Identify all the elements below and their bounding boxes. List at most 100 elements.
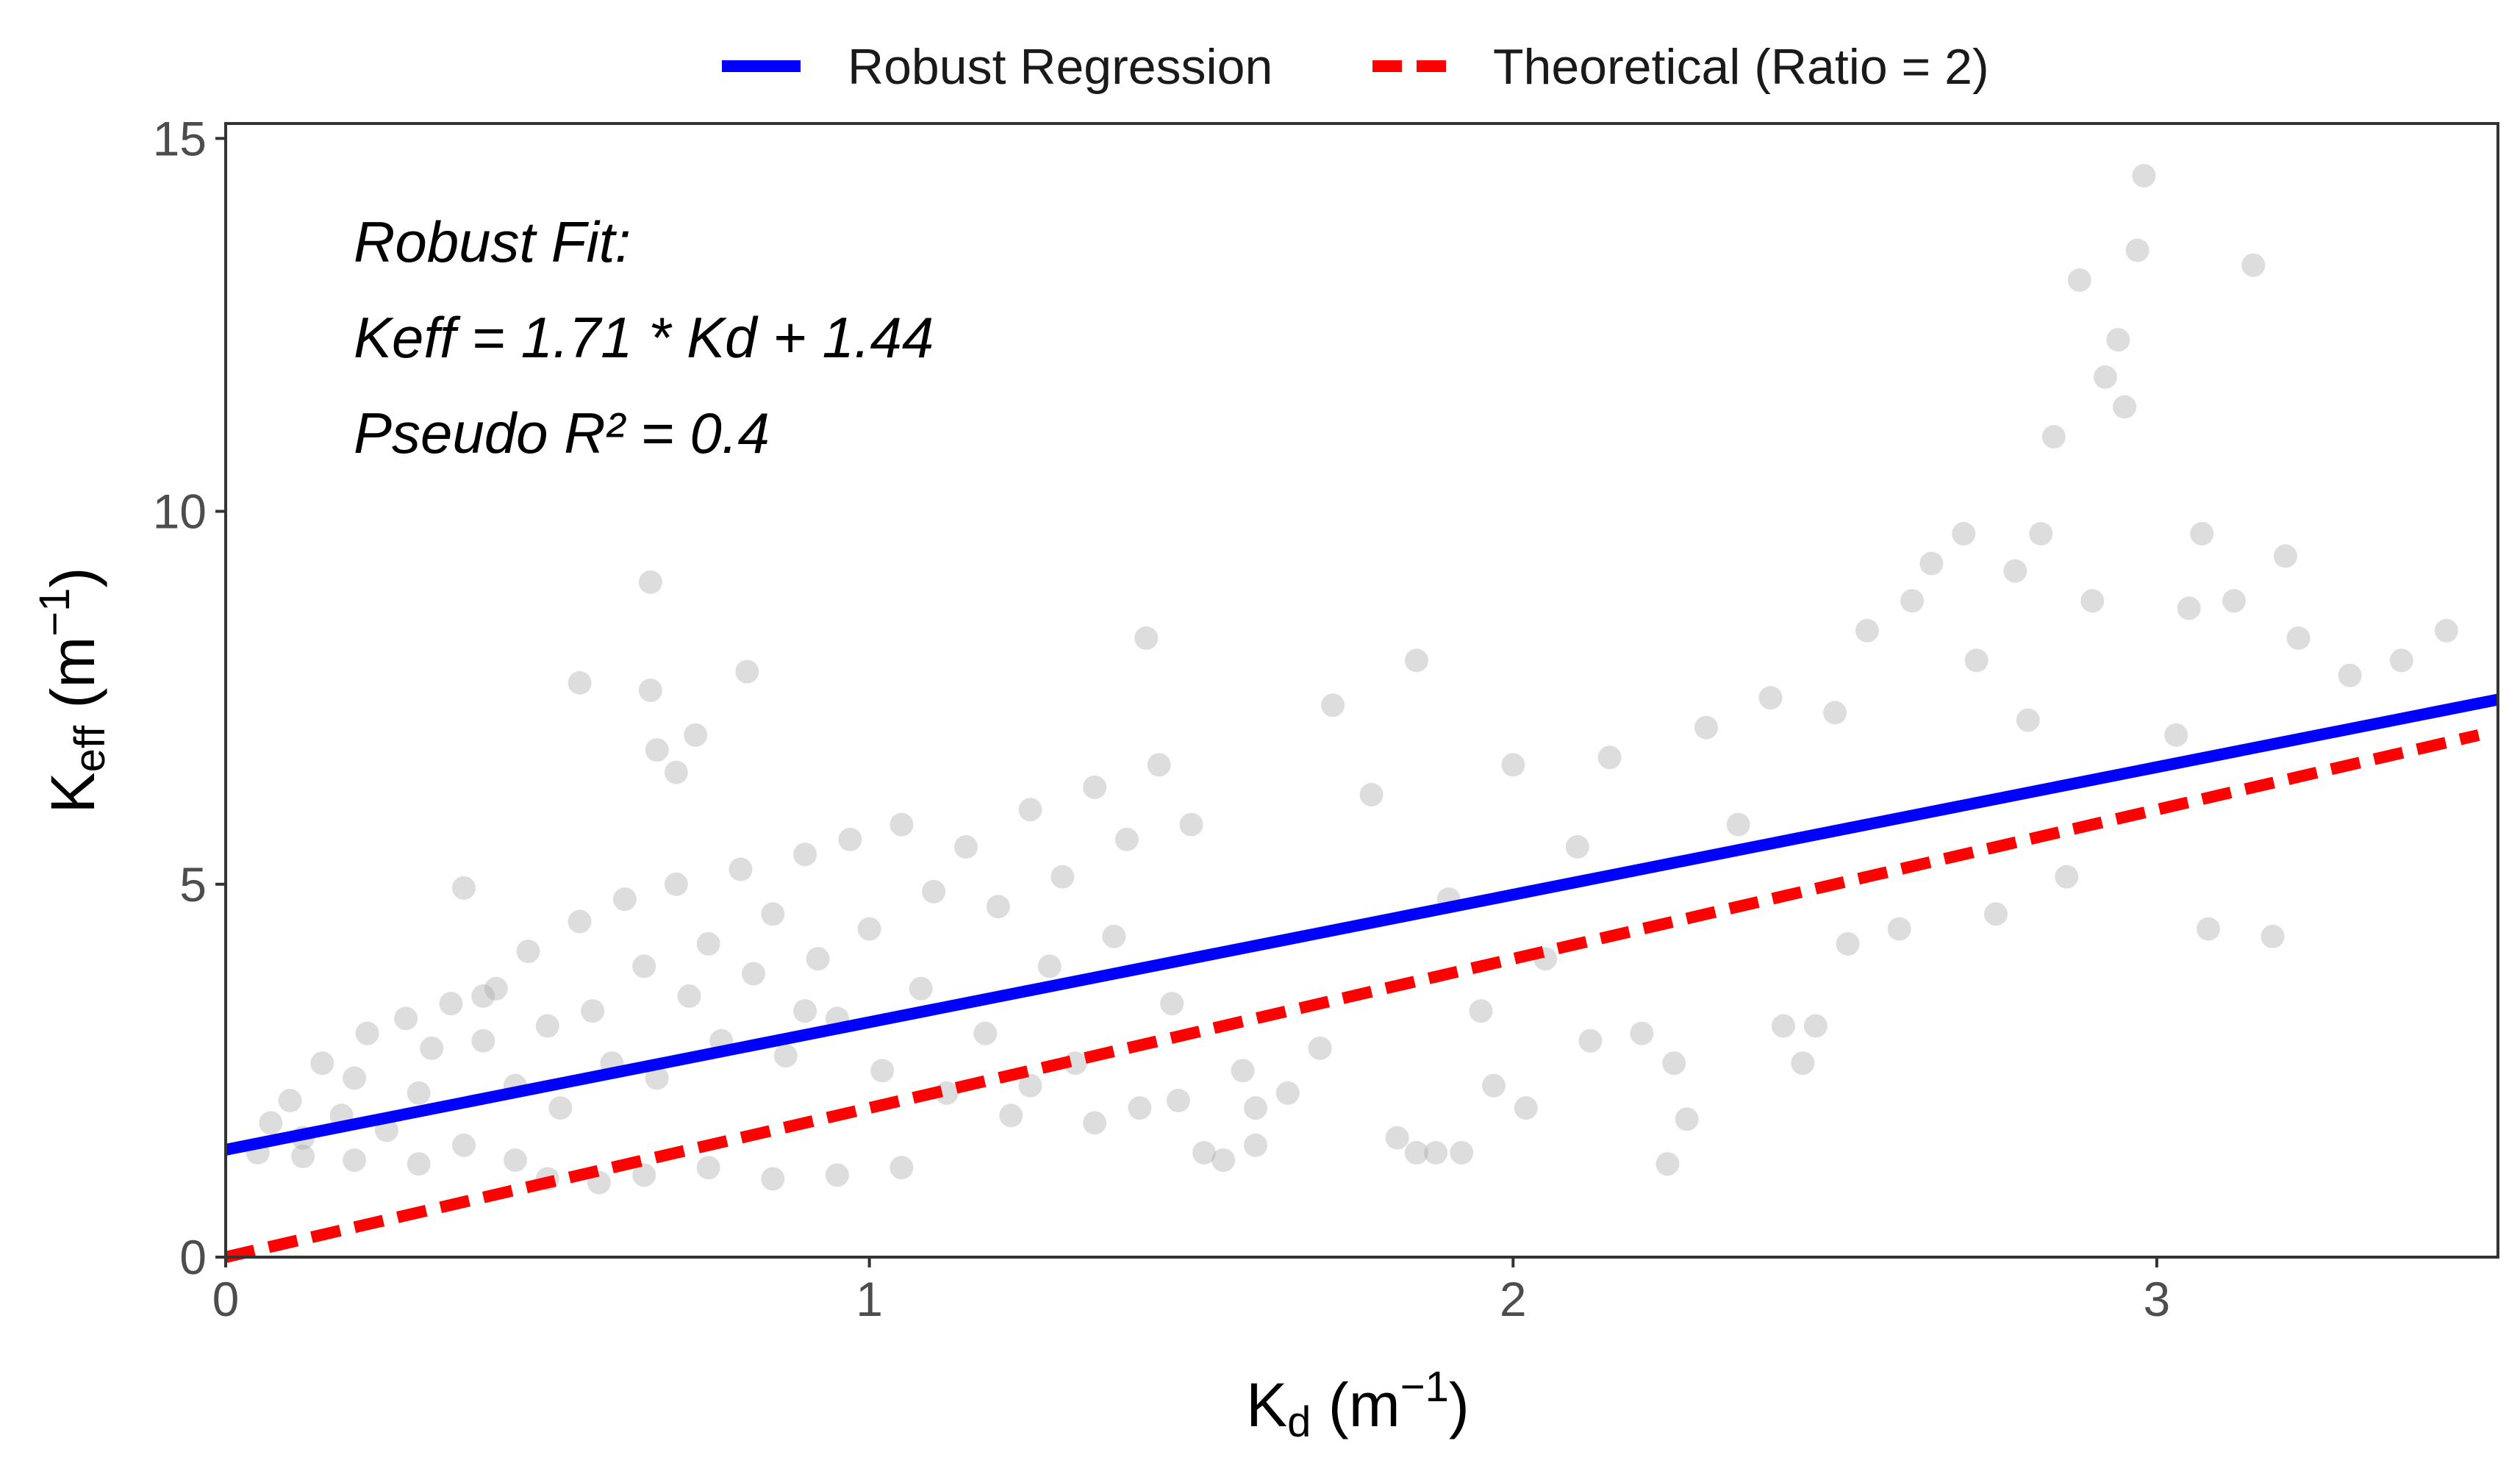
- data-point: [1275, 1081, 1300, 1105]
- data-point: [2055, 865, 2079, 889]
- data-point: [1192, 1141, 1216, 1164]
- data-point: [1385, 1126, 1409, 1150]
- data-point: [1102, 924, 1126, 948]
- data-point: [1662, 1051, 1686, 1076]
- data-point: [1887, 917, 1911, 941]
- data-point: [2164, 723, 2188, 747]
- data-point: [2067, 268, 2091, 292]
- data-point: [645, 1066, 669, 1090]
- data-point: [806, 947, 830, 971]
- legend: Robust Regression Theoretical (Ratio = 2…: [722, 39, 1989, 95]
- data-point: [1166, 1089, 1190, 1112]
- data-point: [452, 876, 476, 900]
- data-point: [729, 857, 753, 881]
- y-axis-title-superscript: −1: [31, 588, 79, 637]
- data-point: [2132, 164, 2156, 187]
- y-axis-title-main: K: [38, 772, 107, 813]
- data-point: [825, 1163, 849, 1187]
- data-point: [407, 1152, 431, 1176]
- data-point: [2261, 924, 2285, 948]
- data-point: [1694, 715, 1718, 740]
- data-point: [2041, 425, 2066, 449]
- data-point: [999, 1103, 1023, 1128]
- data-point: [2080, 589, 2105, 613]
- data-point: [2190, 522, 2214, 545]
- y-axis-title-close: ): [38, 568, 107, 588]
- data-point: [1772, 1014, 1795, 1038]
- data-point: [535, 1014, 559, 1038]
- data-point: [773, 1044, 798, 1068]
- data-point: [1179, 812, 1203, 837]
- legend-label-robust-regression: Robust Regression: [848, 39, 1272, 95]
- data-point: [638, 570, 662, 594]
- data-point: [439, 992, 463, 1016]
- data-point: [922, 879, 946, 904]
- data-point: [1823, 701, 1847, 725]
- y-axis-title-subscript: eff: [66, 725, 114, 772]
- data-point: [889, 1156, 914, 1180]
- x-axis-title-subscript: d: [1287, 1398, 1311, 1446]
- data-point: [1726, 812, 1750, 837]
- data-point: [696, 931, 720, 956]
- data-point: [2106, 328, 2130, 352]
- data-point: [793, 842, 817, 867]
- data-point: [2125, 238, 2149, 262]
- data-point: [1597, 745, 1622, 770]
- data-point: [471, 1028, 495, 1053]
- data-point: [2113, 395, 2137, 419]
- data-point: [548, 1096, 573, 1120]
- data-point: [452, 1133, 476, 1157]
- data-point: [2274, 544, 2297, 568]
- data-point: [2286, 626, 2310, 650]
- data-point: [291, 1145, 315, 1168]
- data-point: [1050, 865, 1075, 889]
- data-point: [1244, 1096, 1267, 1120]
- x-tick-label: 0: [212, 1272, 240, 1326]
- data-point: [1321, 693, 1345, 718]
- data-point: [1919, 551, 1944, 576]
- data-point: [2093, 365, 2117, 389]
- data-point: [2016, 708, 2040, 732]
- data-point: [1018, 798, 1042, 822]
- data-point: [1308, 1036, 1332, 1060]
- data-point: [954, 835, 978, 859]
- data-point: [1404, 648, 1428, 673]
- data-point: [2029, 522, 2053, 545]
- data-point: [2222, 589, 2246, 613]
- data-point: [2197, 917, 2220, 941]
- data-point: [1037, 954, 1062, 979]
- data-point: [1018, 1073, 1042, 1098]
- data-point: [1424, 1141, 1448, 1164]
- data-point: [1147, 753, 1171, 777]
- data-point: [973, 1021, 998, 1045]
- axes: 0 1 2 3 0 5 10 15: [153, 111, 2171, 1326]
- robust-fit-annotation: Robust Fit: Keff = 1.71 * Kd + 1.44 Pseu…: [354, 210, 934, 465]
- data-point: [1655, 1152, 1680, 1176]
- data-point: [278, 1089, 302, 1112]
- data-point: [1855, 618, 1879, 643]
- data-point: [632, 1163, 656, 1187]
- data-point: [568, 670, 592, 695]
- data-point: [664, 760, 688, 784]
- data-point: [1758, 686, 1783, 710]
- data-point: [1134, 626, 1159, 650]
- data-point: [471, 984, 495, 1008]
- data-point: [684, 723, 708, 747]
- data-point: [1952, 522, 1976, 545]
- data-point: [1514, 1096, 1538, 1120]
- data-point: [259, 1111, 283, 1135]
- data-point: [1160, 992, 1184, 1016]
- data-point: [1900, 589, 1925, 613]
- data-point: [664, 872, 688, 896]
- data-point: [2177, 596, 2201, 620]
- legend-label-theoretical: Theoretical (Ratio = 2): [1493, 39, 1989, 95]
- data-point: [857, 917, 881, 941]
- plot-panel-border: [224, 122, 2499, 1259]
- data-point: [793, 999, 817, 1023]
- data-point: [581, 999, 605, 1023]
- annotation-line-equation: Keff = 1.71 * Kd + 1.44: [354, 305, 934, 370]
- data-points: [246, 164, 2458, 1195]
- data-point: [407, 1081, 431, 1105]
- x-axis-title-main: K: [1246, 1370, 1287, 1439]
- data-point: [1791, 1051, 1815, 1076]
